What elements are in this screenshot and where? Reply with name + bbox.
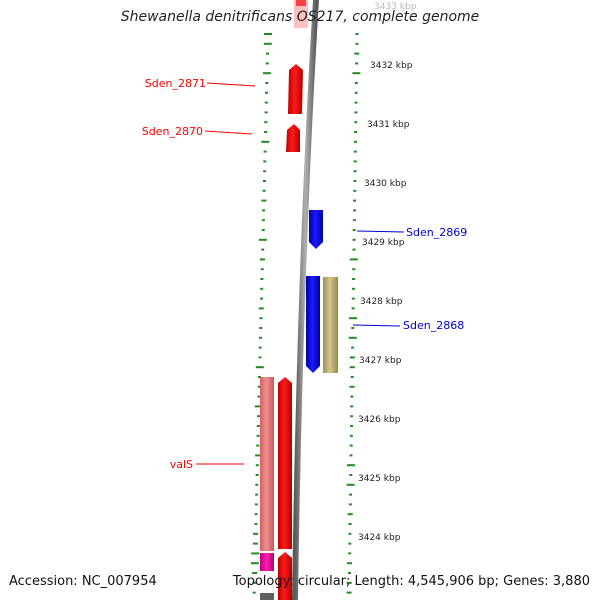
label-sden-2869: Sden_2869: [406, 226, 467, 239]
genome-backbone: [292, 0, 319, 600]
leader-lines: [196, 82, 405, 465]
genome-title: Shewanella denitrificans OS217, complete…: [120, 9, 480, 25]
label-vals: valS: [170, 458, 193, 471]
partial-gene-top: [294, 0, 308, 28]
leader-sden-2868: [352, 324, 401, 327]
gene-sden-2871: [288, 64, 303, 114]
feature-light-red: [260, 377, 274, 551]
partial-gene-top-core: [296, 0, 306, 6]
kbp-label: 3427 kbp: [359, 356, 402, 366]
feature-magenta: [260, 553, 274, 571]
gene-sden-2868: [306, 276, 320, 373]
label-sden-2868: Sden_2868: [403, 319, 464, 332]
kbp-label: 3431 kbp: [367, 120, 410, 130]
genome-summary-text: Topology: circular; Length: 4,545,906 bp…: [232, 574, 590, 589]
kbp-ruler: 3433 kbp 3432 kbp 3431 kbp 3430 kbp 3429…: [358, 2, 417, 543]
gene-vals: [278, 377, 292, 549]
kbp-label: 3430 kbp: [364, 179, 407, 189]
kbp-label: 3432 kbp: [370, 61, 413, 71]
kbp-label-top: 3433 kbp: [374, 2, 417, 12]
leader-sden-2870: [204, 130, 253, 135]
kbp-label: 3426 kbp: [358, 415, 401, 425]
kbp-label: 3428 kbp: [360, 297, 403, 307]
kbp-label: 3425 kbp: [358, 474, 401, 484]
accession-text: Accession: NC_007954: [9, 574, 157, 589]
label-sden-2871: Sden_2871: [145, 77, 206, 90]
leader-sden-2869: [356, 230, 405, 233]
gene-sden-2870: [286, 124, 300, 152]
kbp-label: 3424 kbp: [358, 533, 401, 543]
gene-sden-2869: [309, 210, 323, 249]
feature-grey-bottom: [260, 593, 274, 600]
gene-bottom-red: [278, 552, 292, 600]
label-sden-2870: Sden_2870: [142, 125, 203, 138]
gc-content-ticks-right: [346, 33, 361, 594]
leader-sden-2871: [206, 82, 256, 87]
feature-olive: [323, 277, 338, 373]
kbp-label: 3429 kbp: [362, 238, 405, 248]
